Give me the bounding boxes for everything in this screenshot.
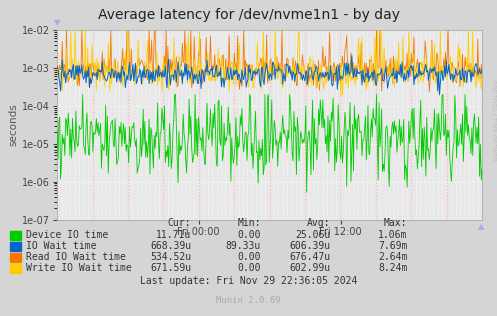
Text: 89.33u: 89.33u xyxy=(226,241,261,251)
Text: RRDTOOL / TOBI OETIKER: RRDTOOL / TOBI OETIKER xyxy=(491,80,496,161)
Text: Write IO Wait time: Write IO Wait time xyxy=(26,263,132,273)
Text: 0.00: 0.00 xyxy=(238,230,261,240)
Text: 7.69m: 7.69m xyxy=(378,241,408,251)
Text: 2.64m: 2.64m xyxy=(378,252,408,262)
Text: 8.24m: 8.24m xyxy=(378,263,408,273)
Text: 1.06m: 1.06m xyxy=(378,230,408,240)
Text: 606.39u: 606.39u xyxy=(289,241,331,251)
Text: Min:: Min: xyxy=(238,218,261,228)
Text: Cur:: Cur: xyxy=(168,218,191,228)
Text: 11.71u: 11.71u xyxy=(156,230,191,240)
Text: 25.06u: 25.06u xyxy=(295,230,331,240)
Text: Max:: Max: xyxy=(384,218,408,228)
Text: Munin 2.0.69: Munin 2.0.69 xyxy=(216,296,281,305)
Text: 671.59u: 671.59u xyxy=(150,263,191,273)
Text: 602.99u: 602.99u xyxy=(289,263,331,273)
Text: ▲: ▲ xyxy=(479,222,485,231)
Text: 534.52u: 534.52u xyxy=(150,252,191,262)
Text: 0.00: 0.00 xyxy=(238,252,261,262)
Y-axis label: seconds: seconds xyxy=(8,103,18,146)
Text: 0.00: 0.00 xyxy=(238,263,261,273)
Text: 676.47u: 676.47u xyxy=(289,252,331,262)
Text: Read IO Wait time: Read IO Wait time xyxy=(26,252,126,262)
Text: Average latency for /dev/nvme1n1 - by day: Average latency for /dev/nvme1n1 - by da… xyxy=(97,8,400,22)
Text: Avg:: Avg: xyxy=(307,218,331,228)
Text: ▼: ▼ xyxy=(54,18,61,27)
Text: Last update: Fri Nov 29 22:36:05 2024: Last update: Fri Nov 29 22:36:05 2024 xyxy=(140,276,357,286)
Text: IO Wait time: IO Wait time xyxy=(26,241,96,251)
Text: Device IO time: Device IO time xyxy=(26,230,108,240)
Text: 668.39u: 668.39u xyxy=(150,241,191,251)
